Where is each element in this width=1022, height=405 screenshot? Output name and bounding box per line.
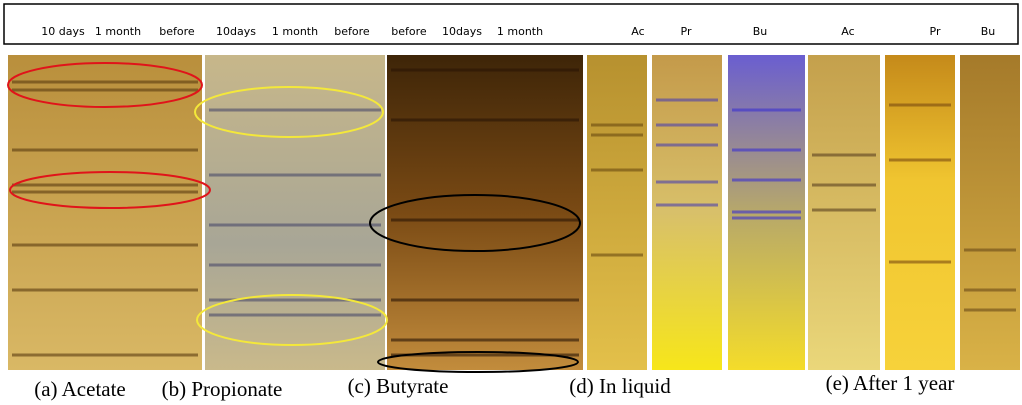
lane-label: 10 days [41, 25, 85, 38]
lane-label: Ac [841, 25, 854, 38]
lane-label: before [159, 25, 195, 38]
lane-label: 1 month [272, 25, 318, 38]
lane-label: Pr [930, 25, 941, 38]
panel-caption: (d) In liquid [569, 374, 671, 398]
gel-acetate [8, 55, 202, 370]
label-box [4, 4, 1018, 44]
lane-label: 10days [216, 25, 256, 38]
lane-label: Bu [753, 25, 768, 38]
panel-caption: (a) Acetate [34, 377, 126, 401]
lane-label: before [334, 25, 370, 38]
panel-caption: (c) Butyrate [348, 374, 449, 398]
lane-label: before [391, 25, 427, 38]
gel-butyrate [387, 55, 583, 370]
gel-year-bu [960, 55, 1020, 370]
lane-label: Pr [681, 25, 692, 38]
panel-caption: (e) After 1 year [826, 371, 955, 395]
gel-year-ac [808, 55, 880, 370]
gel-year-pr [885, 55, 955, 370]
lane-label: Ac [631, 25, 644, 38]
gel-liquid-ac [587, 55, 647, 370]
lane-label: 1 month [95, 25, 141, 38]
page: 10 days 1 month before 10days 1 month before b… [0, 0, 1022, 405]
gel-propionate [205, 55, 385, 370]
lane-label: 10days [442, 25, 482, 38]
lane-label: Bu [981, 25, 996, 38]
figure: 10 days 1 month before 10days 1 month before b… [0, 0, 1022, 405]
lane-label: 1 month [497, 25, 543, 38]
panel-caption: (b) Propionate [162, 377, 283, 401]
gel-liquid-pr [652, 55, 722, 370]
